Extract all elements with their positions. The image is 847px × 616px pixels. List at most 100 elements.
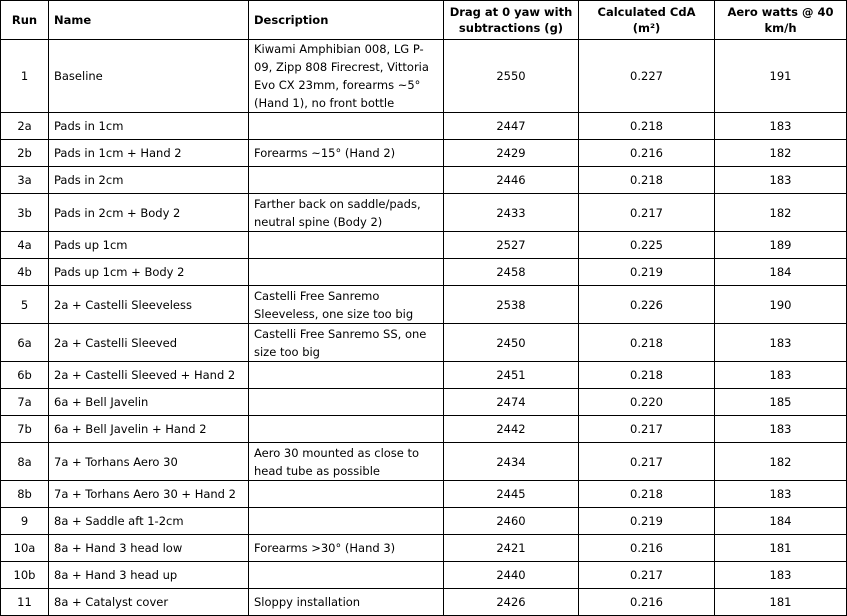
cell-name: Pads in 2cm bbox=[48, 166, 249, 194]
cell-name: Baseline bbox=[48, 39, 249, 113]
header-cda: Calculated CdA (m²) bbox=[578, 0, 715, 40]
cell-run: 7a bbox=[0, 388, 49, 416]
cell-cda: 0.220 bbox=[578, 388, 715, 416]
cell-drag: 2445 bbox=[443, 480, 579, 508]
cell-watts: 184 bbox=[714, 507, 847, 535]
cell-drag: 2429 bbox=[443, 139, 579, 167]
cell-cda: 0.218 bbox=[578, 323, 715, 362]
cell-cda: 0.219 bbox=[578, 507, 715, 535]
cell-description: Castelli Free Sanremo Sleeveless, one si… bbox=[248, 285, 444, 324]
cell-name: Pads in 2cm + Body 2 bbox=[48, 193, 249, 232]
cell-watts: 190 bbox=[714, 285, 847, 324]
cell-cda: 0.227 bbox=[578, 39, 715, 113]
cell-run: 3b bbox=[0, 193, 49, 232]
cell-cda: 0.218 bbox=[578, 361, 715, 389]
cell-name: 6a + Bell Javelin bbox=[48, 388, 249, 416]
cell-watts: 183 bbox=[714, 480, 847, 508]
cell-watts: 181 bbox=[714, 588, 847, 616]
table-row: 7a 6a + Bell Javelin 2474 0.220 185 bbox=[0, 388, 847, 416]
cell-drag: 2433 bbox=[443, 193, 579, 232]
cell-description bbox=[248, 361, 444, 389]
header-description: Description bbox=[248, 0, 444, 40]
cell-cda: 0.217 bbox=[578, 415, 715, 443]
cell-watts: 183 bbox=[714, 166, 847, 194]
cell-name: 2a + Castelli Sleeved + Hand 2 bbox=[48, 361, 249, 389]
cell-name: 7a + Torhans Aero 30 bbox=[48, 442, 249, 481]
table-row: 4b Pads up 1cm + Body 2 2458 0.219 184 bbox=[0, 258, 847, 286]
cell-cda: 0.217 bbox=[578, 561, 715, 589]
cell-name: Pads in 1cm bbox=[48, 112, 249, 140]
cell-name: 8a + Hand 3 head up bbox=[48, 561, 249, 589]
cell-run: 11 bbox=[0, 588, 49, 616]
cell-cda: 0.217 bbox=[578, 193, 715, 232]
cell-cda: 0.219 bbox=[578, 258, 715, 286]
table-row: 9 8a + Saddle aft 1-2cm 2460 0.219 184 bbox=[0, 507, 847, 535]
table-row: 8b 7a + Torhans Aero 30 + Hand 2 2445 0.218… bbox=[0, 480, 847, 508]
header-run: Run bbox=[0, 0, 49, 40]
header-name: Name bbox=[48, 0, 249, 40]
cell-description: Aero 30 mounted as close to head tube as… bbox=[248, 442, 444, 481]
cell-run: 3a bbox=[0, 166, 49, 194]
cell-run: 4b bbox=[0, 258, 49, 286]
cell-name: 2a + Castelli Sleeved bbox=[48, 323, 249, 362]
cell-drag: 2434 bbox=[443, 442, 579, 481]
cell-drag: 2527 bbox=[443, 231, 579, 259]
cell-name: 2a + Castelli Sleeveless bbox=[48, 285, 249, 324]
cell-run: 10a bbox=[0, 534, 49, 562]
cell-drag: 2458 bbox=[443, 258, 579, 286]
cell-watts: 189 bbox=[714, 231, 847, 259]
header-drag: Drag at 0 yaw with subtractions (g) bbox=[443, 0, 579, 40]
table-row: 10b 8a + Hand 3 head up 2440 0.217 183 bbox=[0, 561, 847, 589]
cell-description bbox=[248, 507, 444, 535]
cell-drag: 2460 bbox=[443, 507, 579, 535]
cell-cda: 0.216 bbox=[578, 534, 715, 562]
cell-drag: 2450 bbox=[443, 323, 579, 362]
cell-watts: 185 bbox=[714, 388, 847, 416]
cell-run: 8a bbox=[0, 442, 49, 481]
table-row: 7b 6a + Bell Javelin + Hand 2 2442 0.217 183 bbox=[0, 415, 847, 443]
cell-name: Pads up 1cm + Body 2 bbox=[48, 258, 249, 286]
cell-drag: 2421 bbox=[443, 534, 579, 562]
cell-run: 5 bbox=[0, 285, 49, 324]
table-row: 2a Pads in 1cm 2447 0.218 183 bbox=[0, 112, 847, 140]
cell-name: 8a + Catalyst cover bbox=[48, 588, 249, 616]
cell-watts: 183 bbox=[714, 361, 847, 389]
cell-cda: 0.216 bbox=[578, 139, 715, 167]
cell-description: Forearms ~15° (Hand 2) bbox=[248, 139, 444, 167]
cell-watts: 181 bbox=[714, 534, 847, 562]
cell-description: Castelli Free Sanremo SS, one size too b… bbox=[248, 323, 444, 362]
table-row: 4a Pads up 1cm 2527 0.225 189 bbox=[0, 231, 847, 259]
cell-description bbox=[248, 258, 444, 286]
cell-name: Pads in 1cm + Hand 2 bbox=[48, 139, 249, 167]
cell-name: 8a + Saddle aft 1-2cm bbox=[48, 507, 249, 535]
cell-watts: 182 bbox=[714, 193, 847, 232]
cell-description: Kiwami Amphibian 008, LG P-09, Zipp 808 … bbox=[248, 39, 444, 113]
cell-description bbox=[248, 166, 444, 194]
cell-drag: 2426 bbox=[443, 588, 579, 616]
cell-description bbox=[248, 415, 444, 443]
header-row: Run Name Description Drag at 0 yaw with … bbox=[0, 0, 847, 40]
cell-drag: 2447 bbox=[443, 112, 579, 140]
header-watts: Aero watts @ 40 km/h bbox=[714, 0, 847, 40]
table-row: 2b Pads in 1cm + Hand 2 Forearms ~15° (Han… bbox=[0, 139, 847, 167]
table-row: 10a 8a + Hand 3 head low Forearms >30° (Ha… bbox=[0, 534, 847, 562]
cell-run: 10b bbox=[0, 561, 49, 589]
table-row: 1 Baseline Kiwami Amphibian 008, LG P-09, … bbox=[0, 39, 847, 113]
table-row: 6a 2a + Castelli Sleeved Castelli Free San… bbox=[0, 323, 847, 362]
table-row: 3a Pads in 2cm 2446 0.218 183 bbox=[0, 166, 847, 194]
cell-name: 6a + Bell Javelin + Hand 2 bbox=[48, 415, 249, 443]
table-row: 6b 2a + Castelli Sleeved + Hand 2 2451 0.21… bbox=[0, 361, 847, 389]
cell-watts: 191 bbox=[714, 39, 847, 113]
cell-cda: 0.217 bbox=[578, 442, 715, 481]
cell-name: 7a + Torhans Aero 30 + Hand 2 bbox=[48, 480, 249, 508]
cell-drag: 2446 bbox=[443, 166, 579, 194]
cell-watts: 184 bbox=[714, 258, 847, 286]
cell-drag: 2474 bbox=[443, 388, 579, 416]
cell-cda: 0.218 bbox=[578, 112, 715, 140]
cell-drag: 2442 bbox=[443, 415, 579, 443]
cell-run: 2b bbox=[0, 139, 49, 167]
cell-description bbox=[248, 388, 444, 416]
cell-drag: 2440 bbox=[443, 561, 579, 589]
cell-description bbox=[248, 231, 444, 259]
